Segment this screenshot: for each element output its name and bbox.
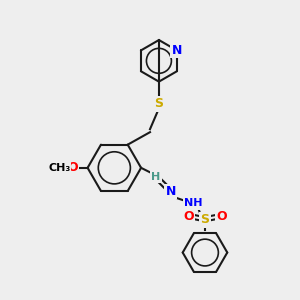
Text: O: O <box>216 210 226 224</box>
Text: N: N <box>166 185 176 198</box>
Text: CH₃: CH₃ <box>48 163 70 173</box>
Text: H: H <box>151 172 160 182</box>
Text: S: S <box>200 213 209 226</box>
Text: NH: NH <box>184 199 202 208</box>
Text: O: O <box>183 210 194 224</box>
Text: N: N <box>172 44 182 57</box>
Text: O: O <box>68 161 78 174</box>
Text: S: S <box>154 98 164 110</box>
